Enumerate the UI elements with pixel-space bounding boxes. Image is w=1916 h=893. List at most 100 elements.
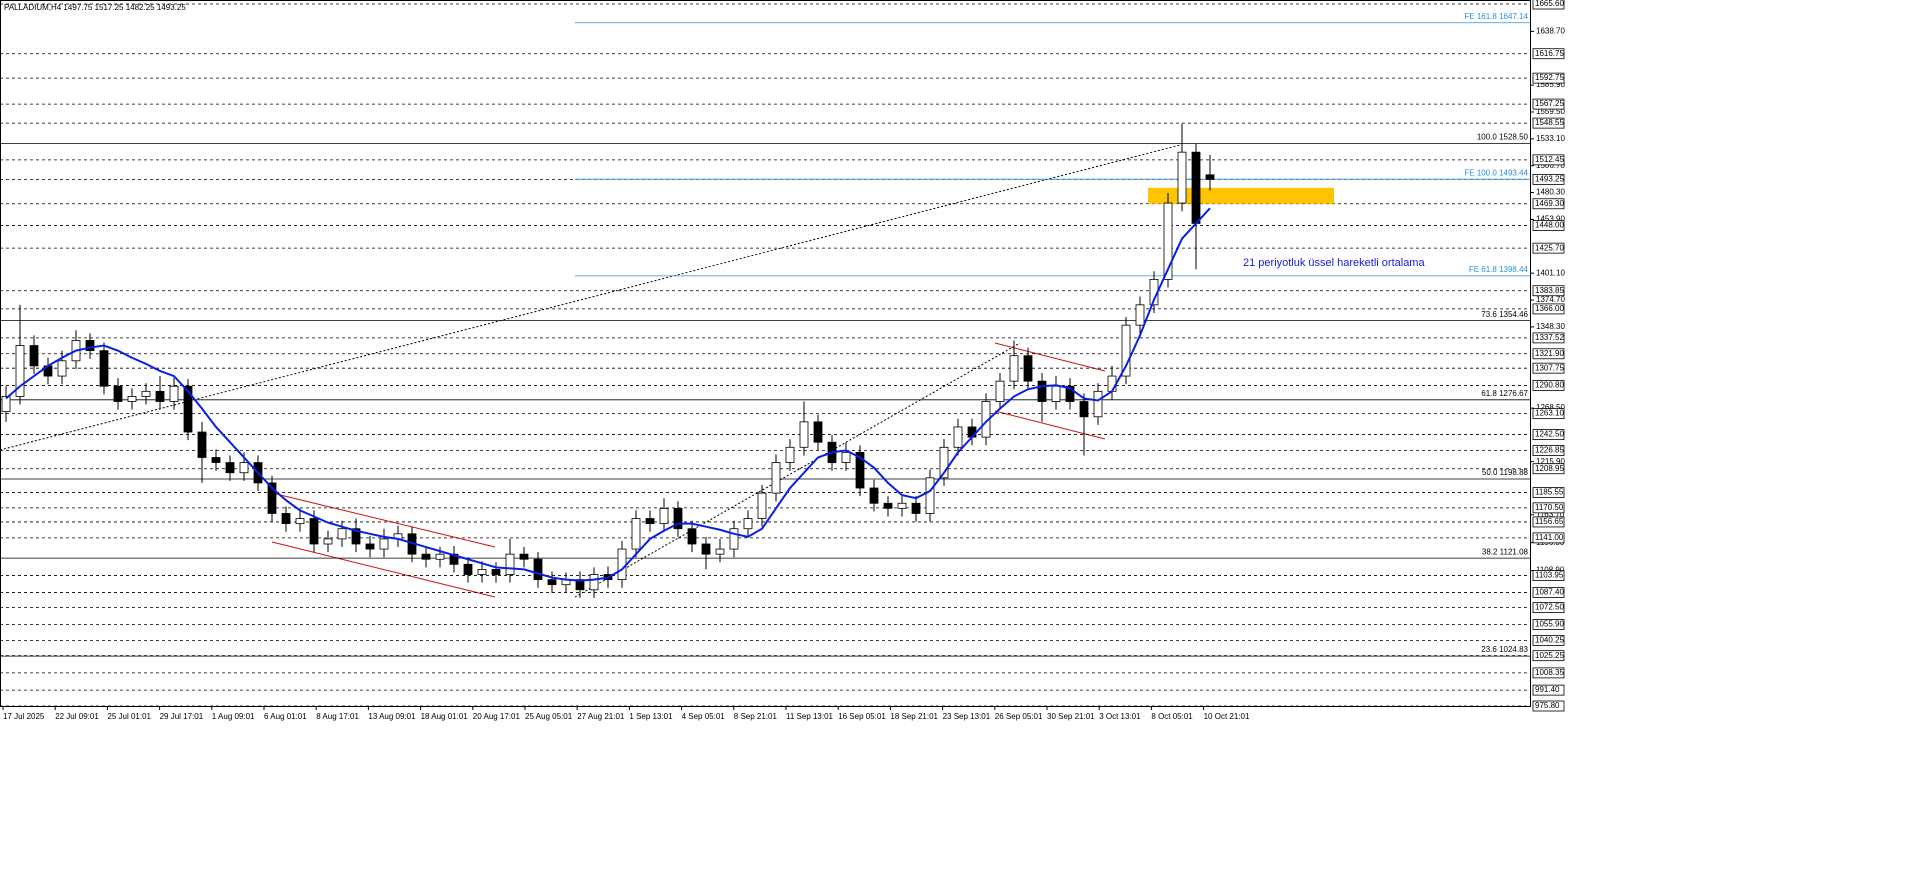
- level-box: [1532, 635, 1565, 646]
- level-box: [1532, 684, 1565, 696]
- level-box: [1532, 429, 1565, 440]
- level-label: 1185.55: [1535, 488, 1564, 497]
- candle-body: [211, 457, 221, 463]
- candle-body: [15, 345, 25, 397]
- candle-body: [225, 462, 235, 474]
- level-box: [1532, 220, 1565, 231]
- x-tick-label: 25 Jul 01:01: [107, 712, 151, 721]
- candle-body: [169, 385, 179, 402]
- candle-body: [309, 518, 319, 545]
- level-box: [1532, 700, 1565, 712]
- candle-body: [197, 431, 207, 458]
- candle-body: [337, 528, 347, 540]
- level-label: 1548.55: [1535, 118, 1564, 127]
- level-label: 1008.35: [1535, 668, 1564, 677]
- candle-body: [743, 518, 753, 530]
- candle-body: [1065, 385, 1075, 402]
- y-tick-label: 1585.90: [1536, 80, 1565, 89]
- x-tick-label: 17 Jul 2025: [3, 712, 45, 721]
- level-box: [1532, 48, 1565, 60]
- candle-body: [421, 553, 431, 560]
- level-box: [1532, 117, 1565, 129]
- level-label: 1337.52: [1535, 333, 1564, 342]
- x-tick-label: 29 Jul 17:01: [160, 712, 204, 721]
- candle-body: [785, 446, 795, 463]
- channel-line: [271, 541, 496, 598]
- x-tick-label: 20 Aug 17:01: [473, 712, 521, 721]
- level-label: 1321.90: [1535, 349, 1564, 358]
- candle-body: [351, 528, 361, 545]
- candle-body: [1205, 174, 1215, 180]
- level-label: 1290.80: [1535, 381, 1564, 390]
- plot-area: [0, 0, 1531, 707]
- level-label: 1425.70: [1535, 243, 1564, 252]
- level-box: [1532, 516, 1565, 528]
- x-tick-label: 25 Aug 05:01: [525, 712, 573, 721]
- x-tick-label: 8 Aug 17:01: [316, 712, 359, 721]
- x-tick-label: 8 Oct 05:01: [1151, 712, 1193, 721]
- candle-body: [477, 569, 487, 575]
- candle-body: [1037, 380, 1047, 402]
- candle-body: [589, 574, 599, 591]
- candle-body: [1163, 202, 1173, 280]
- y-tick-label: 1533.10: [1536, 134, 1565, 143]
- level-box: [1532, 619, 1565, 630]
- candle-body: [281, 513, 291, 525]
- fe-trend-line: [574, 342, 1021, 598]
- level-label: 1592.75: [1535, 73, 1564, 82]
- candle-body: [155, 390, 165, 402]
- ema-line: [5, 207, 1211, 582]
- candle-body: [799, 421, 809, 448]
- y-tick-label: 1374.70: [1536, 295, 1565, 304]
- level-label: 1025.25: [1535, 651, 1564, 660]
- level-box: [1532, 650, 1565, 662]
- y-tick-label: 1163.70: [1536, 510, 1565, 519]
- level-label: 1040.25: [1535, 636, 1564, 645]
- level-label: 1103.95: [1535, 571, 1564, 580]
- candle-body: [855, 451, 865, 489]
- x-tick-label: 1 Sep 13:01: [629, 712, 673, 721]
- x-tick-label: 26 Sep 05:01: [995, 712, 1043, 721]
- candle-body: [127, 396, 137, 402]
- candle-body: [57, 360, 67, 377]
- x-tick-label: 8 Sep 21:01: [734, 712, 778, 721]
- candle-body: [365, 543, 375, 550]
- level-box: [1532, 173, 1565, 185]
- x-tick-label: 16 Sep 05:01: [838, 712, 886, 721]
- level-label: 1263.10: [1535, 409, 1564, 418]
- fib-label: 73.6 1354.46: [1481, 310, 1528, 319]
- candle-body: [869, 487, 879, 504]
- level-box: [1532, 380, 1565, 391]
- candle-body: [715, 548, 725, 555]
- candle-body: [617, 548, 627, 581]
- y-tick-label: 1506.70: [1536, 161, 1565, 170]
- level-label: 1226.85: [1535, 446, 1564, 455]
- candle-body: [29, 345, 39, 367]
- x-tick-label: 10 Oct 21:01: [1204, 712, 1250, 721]
- candle-body: [757, 492, 767, 519]
- level-label: 1141.00: [1535, 533, 1564, 542]
- x-tick-label: 6 Aug 01:01: [264, 712, 307, 721]
- y-tick-label: 1401.10: [1536, 268, 1565, 277]
- level-box: [1532, 72, 1565, 84]
- level-box: [1532, 570, 1565, 581]
- candle-body: [897, 502, 907, 509]
- level-box: [1532, 98, 1565, 110]
- fib-label: 23.6 1024.83: [1481, 645, 1528, 654]
- fib-label: 100.0 1528.50: [1477, 133, 1529, 142]
- x-tick-label: 1 Aug 09:01: [212, 712, 255, 721]
- level-box: [1532, 154, 1565, 166]
- fib-label: 38.2 1121.08: [1482, 547, 1529, 556]
- level-label: 1055.90: [1535, 620, 1564, 629]
- candle-body: [631, 518, 641, 550]
- level-label: 1072.50: [1535, 603, 1564, 612]
- x-tick-label: 22 Jul 09:01: [55, 712, 99, 721]
- fe-label: FE 161.8 1647.14: [1464, 12, 1528, 21]
- level-label: 1208.95: [1535, 464, 1564, 473]
- x-tick-label: 11 Sep 13:01: [786, 712, 834, 721]
- level-box: [1532, 348, 1565, 360]
- candle-body: [85, 340, 95, 352]
- level-box: [1532, 487, 1565, 498]
- candle-body: [1079, 401, 1089, 418]
